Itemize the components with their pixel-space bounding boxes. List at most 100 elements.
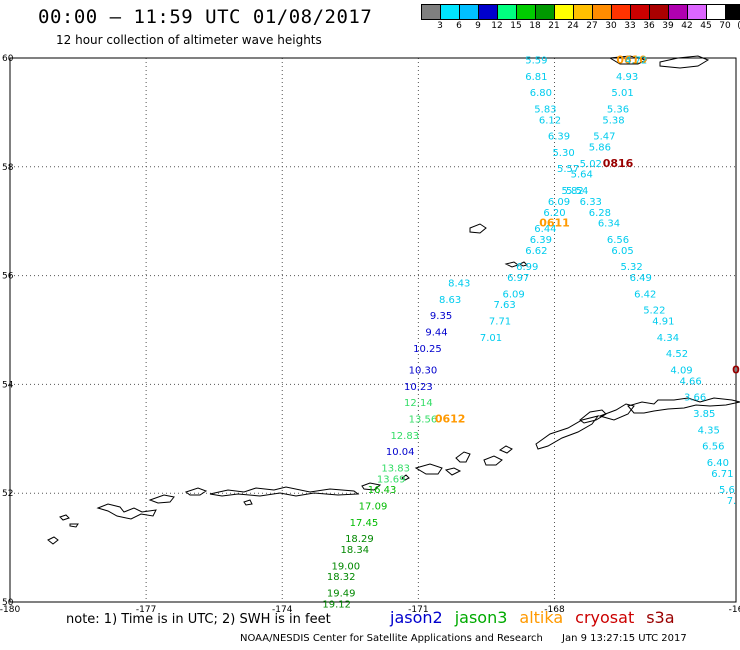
- wave-height-value: 6.28: [589, 208, 611, 219]
- legend-item: altika: [519, 608, 564, 627]
- map-title: 00:00 – 11:59 UTC 01/08/2017: [38, 6, 373, 28]
- wave-height-value: 18.29: [345, 534, 374, 545]
- colorbar-swatch: [593, 5, 612, 19]
- generated-timestamp: Jan 9 13:27:15 UTC 2017: [562, 633, 687, 644]
- wave-height-value: 8.43: [448, 278, 470, 289]
- wave-height-value: 6.99: [516, 262, 538, 273]
- map-subtitle: 12 hour collection of altimeter wave hei…: [56, 33, 322, 47]
- y-tick-label: 54: [2, 380, 14, 390]
- wave-height-value: 5.30: [552, 148, 574, 159]
- wave-height-value: 13.56: [409, 414, 438, 425]
- y-tick-label: 58: [2, 163, 14, 173]
- wave-height-value: 4.91: [652, 317, 674, 328]
- wave-height-value: 9.44: [425, 327, 447, 338]
- wave-height-value: 10.30: [409, 366, 438, 377]
- colorbar-label: 30: [605, 21, 617, 31]
- colorbar-label: 27: [586, 21, 598, 31]
- colorbar-label: 39: [662, 21, 674, 31]
- pribilof-islands: [469, 223, 528, 268]
- wave-height-value: 6.39: [530, 235, 552, 246]
- colorbar-swatch: [726, 5, 740, 19]
- colorbar-label: 18: [529, 21, 541, 31]
- wave-height-value: 19.00: [331, 561, 360, 572]
- wave-height-value: 6.80: [530, 88, 552, 99]
- wave-height-value: 8.63: [439, 295, 461, 306]
- wave-height-value: 6.05: [611, 246, 633, 257]
- wave-height-value: 7.71: [489, 317, 511, 328]
- pass-time-label: 0611: [539, 217, 570, 230]
- x-tick-label: -180: [0, 605, 20, 615]
- wave-height-value: 5.86: [589, 142, 611, 153]
- wave-height-value: 10.23: [404, 382, 433, 393]
- legend-item: cryosat: [575, 608, 635, 627]
- wave-height-value: 6.71: [711, 469, 733, 480]
- colorbar-swatch: [669, 5, 688, 19]
- wave-height-value: 6.42: [634, 289, 656, 300]
- aleutian-islands-west: [47, 474, 410, 545]
- wave-height-value: 4.52: [666, 349, 688, 360]
- alaska-mainland-coast: [608, 55, 710, 69]
- wave-height-value: 5.6: [719, 485, 735, 496]
- satellite-legend: jason2 jason3 altika cryosat s3a: [390, 608, 687, 627]
- x-tick-label: -168: [544, 605, 565, 615]
- wave-height-value: 4.35: [698, 425, 720, 436]
- wave-height-value: 6.62: [525, 246, 547, 257]
- aleutian-islands-central: [414, 397, 740, 476]
- wave-height-value: 16.43: [368, 485, 397, 496]
- wave-height-value: 6.40: [707, 458, 729, 469]
- colorbar-swatch: [536, 5, 555, 19]
- wave-height-colorbar: [421, 4, 740, 20]
- y-tick-label: 50: [2, 598, 14, 608]
- colorbar-swatch: [517, 5, 536, 19]
- y-tick-label: 56: [2, 272, 14, 282]
- colorbar-label: 21: [548, 21, 560, 31]
- wave-height-value: 5.36: [607, 104, 629, 115]
- legend-item: jason3: [454, 608, 508, 627]
- wave-height-value: 12.14: [404, 398, 433, 409]
- wave-height-value: 6.09: [503, 289, 525, 300]
- wave-height-value: 6.44: [534, 224, 556, 235]
- wave-height-value: 5.01: [611, 88, 633, 99]
- wave-height-value: 5.59: [525, 55, 547, 66]
- axis-tick-labels: -180 -177 -174 -171 -168 -16 60 58 56 54 52 50: [0, 54, 740, 615]
- wave-height-value: 6.34: [598, 219, 620, 230]
- pass-time-label: 0816: [603, 157, 634, 170]
- map-footer: NOAA/NESDIS Center for Satellite Applica…: [240, 633, 703, 644]
- wave-height-value: 18.34: [341, 545, 370, 556]
- wave-height-value: 4.66: [679, 376, 701, 387]
- wave-height-value: 4.09: [670, 366, 692, 377]
- wave-height-value: 5.38: [602, 115, 624, 126]
- x-tick-label: -174: [272, 605, 293, 615]
- map-note: note: 1) Time is in UTC; 2) SWH is in fe…: [66, 612, 331, 627]
- wave-height-value: 3.85: [693, 409, 715, 420]
- wave-height-value: 5.57: [557, 164, 579, 175]
- wave-height-value: 6.97: [507, 273, 529, 284]
- wave-height-value: 6.49: [630, 273, 652, 284]
- wave-height-value: 6.20: [543, 208, 565, 219]
- wave-height-value: 10.25: [413, 344, 442, 355]
- colorbar-swatch: [631, 5, 650, 19]
- colorbar-label: 3: [437, 21, 443, 31]
- wave-height-value: 10.04: [386, 447, 415, 458]
- wave-height-value: 13.69: [377, 474, 406, 485]
- wave-height-value: 6.39: [548, 132, 570, 143]
- legend-item: s3a: [646, 608, 675, 627]
- pass-time-label: 0610: [616, 53, 647, 66]
- wave-height-value: 6.09: [548, 197, 570, 208]
- wave-height-value: 4.72: [625, 55, 647, 66]
- colorbar-label: 36: [643, 21, 655, 31]
- colorbar-label: 15: [510, 21, 522, 31]
- wave-height-value: 9.35: [430, 311, 452, 322]
- x-tick-label: -16: [729, 605, 740, 615]
- colorbar-swatch: [650, 5, 669, 19]
- pass-time-label: 0612: [435, 412, 466, 425]
- colorbar-swatch: [555, 5, 574, 19]
- colorbar-swatch: [479, 5, 498, 19]
- wave-height-value: 13.83: [381, 463, 410, 474]
- colorbar-swatch: [574, 5, 593, 19]
- colorbar-swatch: [460, 5, 479, 19]
- wave-height-value: 5.32: [621, 262, 643, 273]
- wave-height-value: 7.63: [493, 300, 515, 311]
